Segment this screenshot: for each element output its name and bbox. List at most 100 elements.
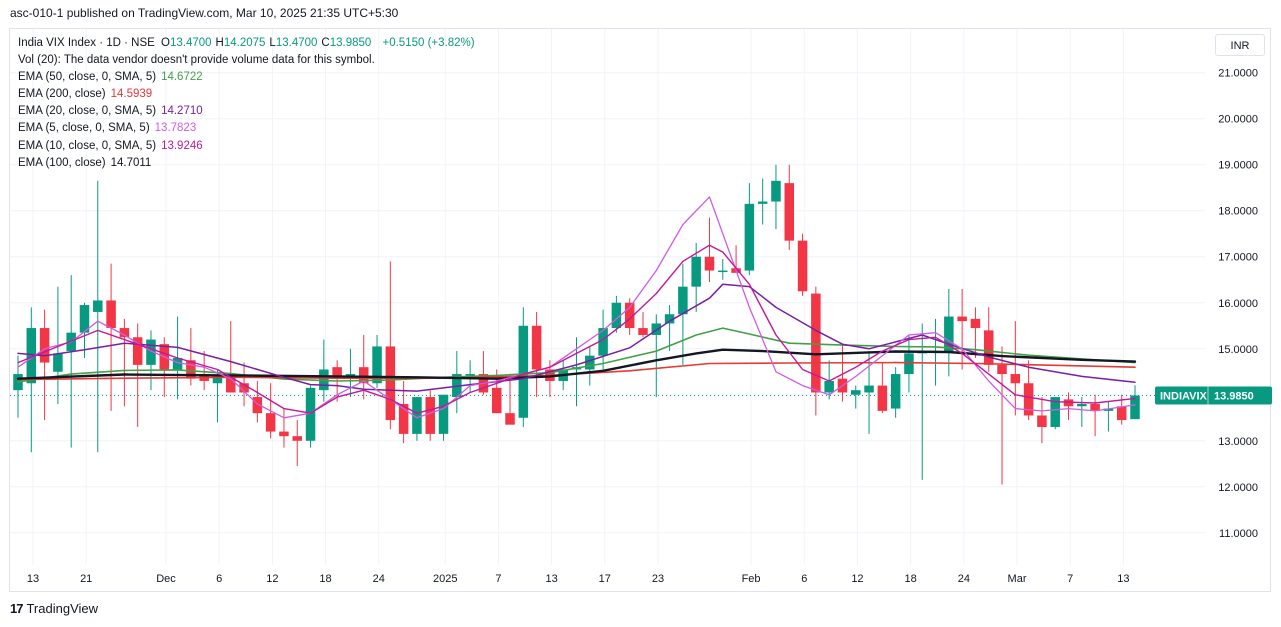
ohlc-label-c: C [321,37,330,49]
ema-line [16,348,1137,380]
ohlc-value-h: 14.2075 [223,37,266,49]
indicator-row[interactable]: EMA (200, close) 14.5939 [18,86,475,103]
candle-body [1116,406,1127,421]
grid-lines [10,29,1205,565]
x-tick-label: 21 [80,573,92,585]
candle-body [39,328,50,363]
x-tick-label: 2025 [433,573,457,585]
candle-body [106,300,116,329]
x-tick-label: 7 [495,573,501,585]
ema-lines [16,196,1137,419]
y-tick-label: 16.0000 [1218,298,1258,310]
candle-body [186,360,196,379]
y-tick-label: 17.0000 [1218,252,1258,264]
candle-body [983,330,994,365]
candle-body [212,376,223,384]
footer: 17 TradingView [10,601,98,616]
ema-line [17,244,1136,414]
change-value: +0.5150 (+3.82%) [382,37,475,49]
ohlc-value-c: 13.9850 [329,37,372,49]
indicator-label: EMA (50, close, 0, SMA, 5) [18,71,157,84]
x-tick-label: 24 [373,573,385,585]
indicator-row[interactable]: EMA (20, close, 0, SMA, 5) 14.2710 [18,103,475,120]
y-tick-label: 20.0000 [1218,114,1258,126]
candle-body [372,346,382,384]
candle-body [385,346,396,421]
tradingview-logo-icon: 17 [10,601,24,616]
candle-body [53,353,63,372]
indicator-row[interactable]: EMA (100, close) 14.7011 [18,155,475,172]
ema-line [17,283,1136,392]
candle-body [784,183,795,241]
ohlc-values: O13.4700 H14.2075 L13.4700 C13.9850 [161,37,375,49]
candle-body [598,328,608,356]
candle-body [425,397,435,434]
candle-body [239,383,249,393]
ema-line [17,327,1136,383]
candle-body [26,328,37,384]
x-tick-label: 18 [905,573,917,585]
ema-line [17,196,1136,419]
candle-body [585,355,595,370]
chart-legend: India VIX Index · 1D · NSE O13.4700 H14.2… [18,35,475,172]
candle-body [811,293,821,393]
candle-body [691,256,701,287]
x-tick-label: Feb [742,573,761,585]
legend-volume-row: Vol (20): The data vendor doesn't provid… [18,52,475,69]
candle-body [704,256,715,271]
currency-button[interactable]: INR [1215,34,1265,56]
x-tick-label: 23 [652,573,664,585]
indicator-row[interactable]: EMA (50, close, 0, SMA, 5) 14.6722 [18,69,475,86]
candle-body [491,387,502,414]
candle-body [226,374,236,393]
y-tick-label: 12.0000 [1218,482,1258,494]
x-tick-label: 12 [851,573,863,585]
y-tick-label: 18.0000 [1218,206,1258,218]
indicator-value: 14.5939 [110,88,153,101]
x-tick-label: 18 [319,573,331,585]
candle-body [970,318,981,329]
candle-body [1023,383,1034,416]
brand-name: TradingView [26,601,99,616]
candle-body [172,357,183,370]
candle-body [518,325,529,418]
candle-body [744,203,755,271]
x-tick-label: Mar [1008,573,1027,585]
candle-body [531,325,542,370]
candle-body [305,387,316,441]
x-tick-label: 24 [958,573,970,585]
x-tick-label: 7 [1067,573,1073,585]
y-tick-label: 11.0000 [1219,528,1258,540]
x-tick-label: 17 [599,573,611,585]
candle-body [1090,403,1100,411]
candle-body [718,270,728,273]
indicator-row[interactable]: EMA (5, close, 0, SMA, 5) 13.7823 [18,120,475,137]
candle-body [1037,415,1047,427]
indicator-row[interactable]: EMA (10, close, 0, SMA, 5) 13.9246 [18,138,475,155]
candle-body [997,364,1007,375]
y-tick-label: 21.0000 [1218,68,1258,80]
volume-note[interactable]: Vol (20): The data vendor doesn't provid… [18,54,375,67]
ohlc-value-o: 13.4700 [169,37,212,49]
indicator-label: EMA (20, close, 0, SMA, 5) [18,105,157,118]
x-tick-label: 13 [1117,573,1129,585]
candle-body [797,240,808,292]
symbol-label[interactable]: India VIX Index · 1D · NSE [18,37,155,49]
indicator-value: 14.6722 [161,71,203,84]
chart-frame [9,28,1271,592]
candle-body [252,397,263,414]
publish-info: asc-010-1 published on TradingView.com, … [10,6,399,20]
candle-body [79,305,90,333]
candle-body [412,397,422,434]
indicator-list: EMA (50, close, 0, SMA, 5) 14.6722 EMA (20… [18,69,475,172]
ohlc-label-h: H [215,37,224,49]
x-axis-labels: 13 21 Dec 6 12 18 24 2025 7 13 17 23 Feb 6 12 18 24 Mar 7 1… [27,573,1130,585]
candle-body [824,380,834,393]
indicator-label: EMA (200, close) [18,88,106,101]
x-tick-label: 6 [216,573,222,585]
candle-body [890,374,901,409]
candle-body [957,316,967,322]
candle-body [944,316,954,352]
y-tick-label: 15.0000 [1218,344,1258,356]
